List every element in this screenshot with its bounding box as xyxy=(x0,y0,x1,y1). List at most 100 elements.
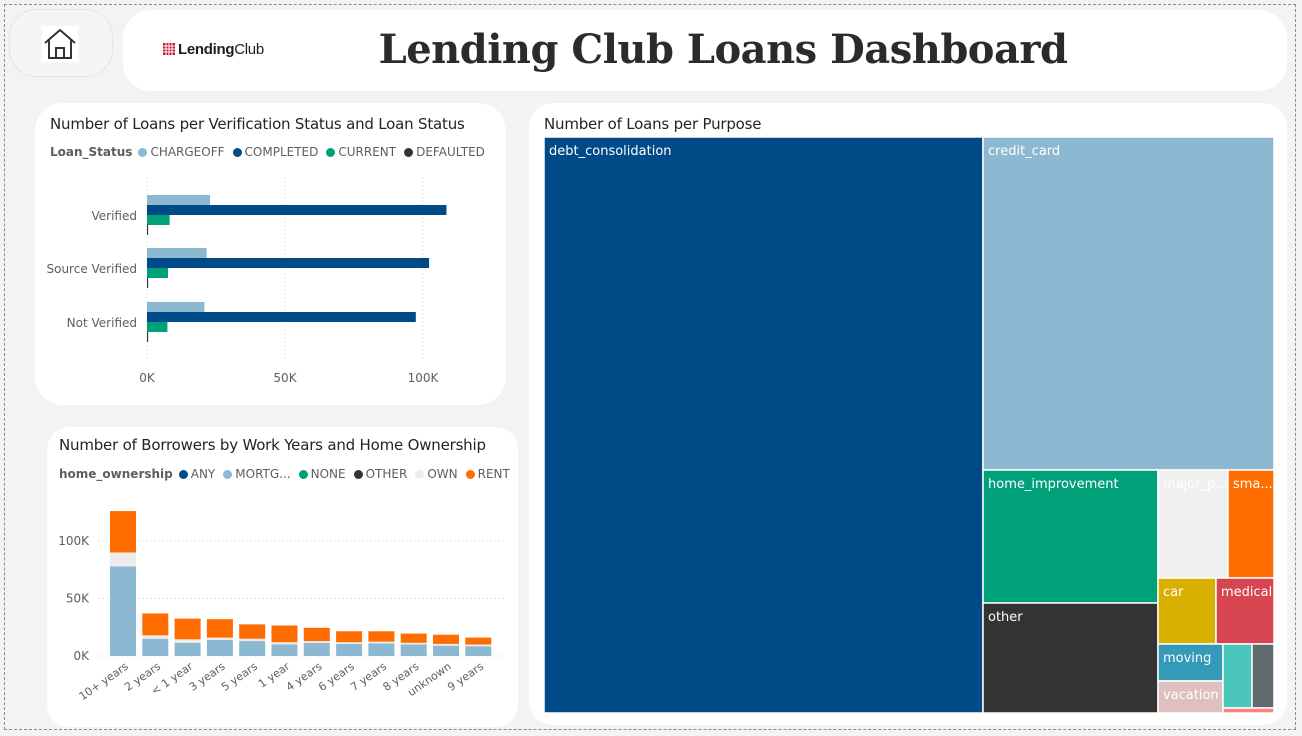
home-button[interactable] xyxy=(42,26,78,62)
bar-segment-own[interactable] xyxy=(368,641,395,644)
bar-segment-rent[interactable] xyxy=(368,631,395,642)
treemap-tile-moving[interactable] xyxy=(1157,643,1224,682)
bar-segment-mortg[interactable] xyxy=(368,643,395,656)
bar-segment-own[interactable] xyxy=(174,639,201,643)
legend-marker xyxy=(353,469,363,479)
bar-segment-mortg[interactable] xyxy=(110,566,136,656)
legend-item-other[interactable]: OTHER xyxy=(353,467,408,481)
bar-segment-mortg[interactable] xyxy=(142,638,169,656)
bar-segment-own[interactable] xyxy=(433,643,459,646)
bar-segment-mortg[interactable] xyxy=(271,644,298,657)
y-tick-label: 0K xyxy=(73,649,90,663)
bar-current-source-verified[interactable] xyxy=(147,268,168,278)
legend-item-completed[interactable]: COMPLETED xyxy=(232,145,318,159)
bar-segment-rent[interactable] xyxy=(433,634,459,644)
bar-segment-mortg[interactable] xyxy=(239,641,266,656)
x-category-label: 5 years xyxy=(219,660,260,694)
legend-label: RENT xyxy=(477,467,510,481)
treemap-tile[interactable] xyxy=(1222,643,1253,709)
bar-segment-rent[interactable] xyxy=(174,618,201,640)
treemap-tile-medical[interactable] xyxy=(1215,577,1275,645)
lendingclub-logo: LendingClub xyxy=(163,39,264,59)
treemap-tile-sma[interactable] xyxy=(1227,469,1275,579)
legend-marker xyxy=(415,469,425,479)
verification-chart-card[interactable]: Number of Loans per Verification Status … xyxy=(35,103,506,405)
x-category-label: 7 years xyxy=(348,660,389,694)
bar-segment-own[interactable] xyxy=(142,635,169,639)
lendingclub-logo-icon xyxy=(163,43,175,55)
legend-label: ANY xyxy=(190,467,216,481)
legend-item-mortg[interactable]: MORTG... xyxy=(223,467,291,481)
bar-chargeoff-source-verified[interactable] xyxy=(147,248,207,258)
bar-segment-own[interactable] xyxy=(239,638,266,642)
bar-segment-rent[interactable] xyxy=(239,624,266,639)
bar-segment-own[interactable] xyxy=(110,552,136,567)
bar-segment-mortg[interactable] xyxy=(465,646,492,656)
treemap-tile[interactable] xyxy=(1251,643,1275,709)
bar-current-verified[interactable] xyxy=(147,215,170,225)
treemap-tile-car[interactable] xyxy=(1157,577,1217,645)
work-years-chart-card[interactable]: Number of Borrowers by Work Years and Ho… xyxy=(47,427,518,727)
bar-segment-rent[interactable] xyxy=(110,511,136,553)
bar-segment-own[interactable] xyxy=(336,642,363,644)
bar-segment-own[interactable] xyxy=(465,644,492,647)
bar-completed-not-verified[interactable] xyxy=(147,312,416,322)
legend-label: OWN xyxy=(427,467,458,481)
purpose-treemap[interactable]: debt_consolidation credit_card home_improv… xyxy=(529,103,1287,725)
treemap-tile-debt_consolidation[interactable] xyxy=(543,136,984,714)
treemap-tile[interactable] xyxy=(1222,707,1275,714)
legend-title: home_ownership xyxy=(59,467,173,481)
bar-segment-rent[interactable] xyxy=(142,613,169,636)
treemap-tile-credit_card[interactable] xyxy=(982,136,1275,471)
purpose-treemap-card[interactable]: Number of Loans per Purpose debt_consoli… xyxy=(529,103,1287,725)
bar-segment-mortg[interactable] xyxy=(400,644,427,657)
bar-current-not-verified[interactable] xyxy=(147,322,168,332)
chart-title: Number of Loans per Purpose xyxy=(544,115,762,133)
legend-item-chargeoff[interactable]: CHARGEOFF xyxy=(138,145,225,159)
bar-defaulted-verified[interactable] xyxy=(147,225,149,235)
bar-defaulted-source-verified[interactable] xyxy=(147,278,149,288)
bar-chargeoff-not-verified[interactable] xyxy=(147,302,205,312)
x-tick-label: 0K xyxy=(139,371,156,385)
bar-segment-own[interactable] xyxy=(400,642,427,645)
legend-item-rent[interactable]: RENT xyxy=(465,467,510,481)
x-category-label: 3 years xyxy=(187,660,228,694)
treemap-tile-other[interactable] xyxy=(982,602,1159,714)
legend-item-own[interactable]: OWN xyxy=(415,467,458,481)
legend-item-none[interactable]: NONE xyxy=(298,467,346,481)
bar-chargeoff-verified[interactable] xyxy=(147,195,210,205)
header-card: LendingClub Lending Club Loans Dashboard xyxy=(123,10,1287,91)
y-tick-label: 50K xyxy=(66,592,90,606)
bar-segment-rent[interactable] xyxy=(271,625,298,643)
bar-segment-mortg[interactable] xyxy=(303,642,330,656)
legend-item-defaulted[interactable]: DEFAULTED xyxy=(404,145,485,159)
legend-marker xyxy=(138,147,148,157)
bar-segment-own[interactable] xyxy=(303,641,330,643)
legend-label: OTHER xyxy=(365,467,408,481)
bar-completed-verified[interactable] xyxy=(147,205,447,215)
bar-segment-rent[interactable] xyxy=(465,637,492,645)
x-category-label: 9 years xyxy=(445,660,486,694)
bar-segment-own[interactable] xyxy=(271,642,298,645)
treemap-label: credit_card xyxy=(988,144,1060,159)
bar-completed-source-verified[interactable] xyxy=(147,258,430,268)
bar-segment-own[interactable] xyxy=(206,637,233,640)
bar-segment-rent[interactable] xyxy=(206,619,233,638)
bar-segment-rent[interactable] xyxy=(336,631,363,643)
x-category-label: 4 years xyxy=(284,660,325,694)
treemap-label: car xyxy=(1163,585,1184,600)
bar-segment-mortg[interactable] xyxy=(433,645,459,656)
bar-segment-rent[interactable] xyxy=(400,633,427,643)
legend-item-any[interactable]: ANY xyxy=(178,467,216,481)
bar-segment-mortg[interactable] xyxy=(336,643,363,656)
y-category-label: Not Verified xyxy=(67,316,137,330)
legend-marker xyxy=(326,147,336,157)
page-title: Lending Club Loans Dashboard xyxy=(378,26,1068,73)
bar-segment-mortg[interactable] xyxy=(206,639,233,656)
bar-segment-rent[interactable] xyxy=(303,627,330,642)
verification-bar-chart[interactable]: 0K 50K 100K Verified Source Verified Not Veri… xyxy=(35,103,506,405)
bar-segment-mortg[interactable] xyxy=(174,642,201,656)
bar-defaulted-not-verified[interactable] xyxy=(147,332,149,342)
legend-item-current[interactable]: CURRENT xyxy=(326,145,396,159)
